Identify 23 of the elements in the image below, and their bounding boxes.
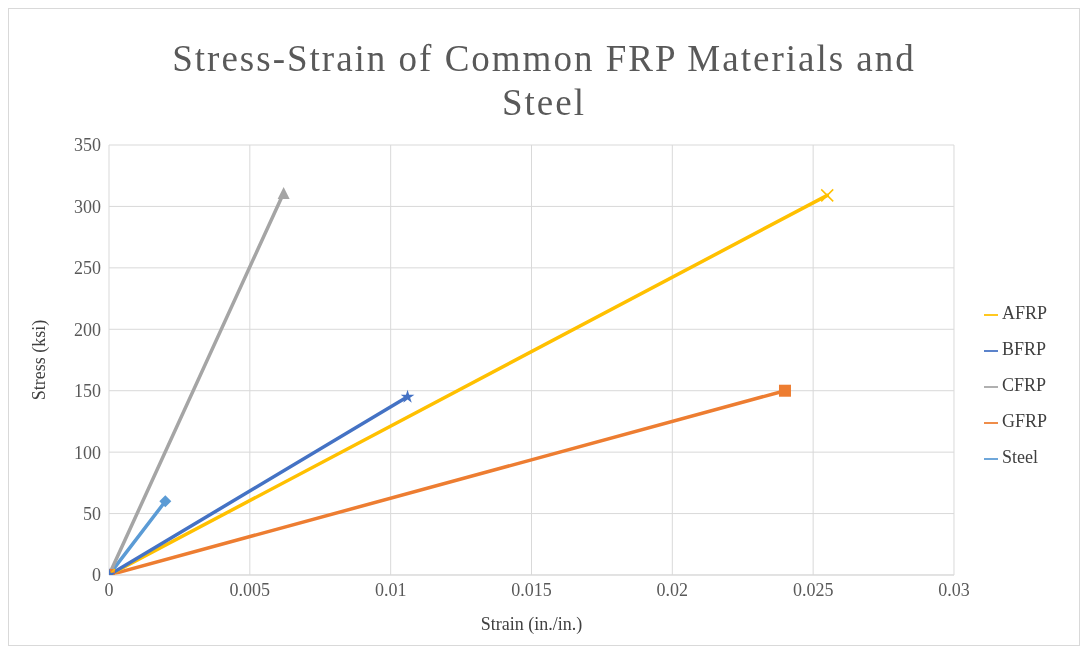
y-tick-label: 100 — [74, 442, 101, 463]
y-tick-label: 200 — [74, 319, 101, 340]
x-tick-label: 0 — [104, 579, 114, 600]
x-tick-label: 0.02 — [656, 579, 689, 600]
legend-label: Steel — [1001, 447, 1038, 467]
x-tick-label: 0.025 — [792, 579, 834, 600]
legend-label: BFRP — [1001, 339, 1047, 359]
x-tick-label: 0.005 — [229, 579, 271, 600]
x-axis-title: Strain (in./in.) — [480, 614, 583, 635]
y-tick-label: 50 — [83, 503, 101, 524]
y-tick-label: 150 — [74, 381, 101, 402]
legend-label: CFRP — [1001, 375, 1047, 395]
x-tick-label: 0.01 — [374, 579, 407, 600]
y-tick-label: 300 — [74, 196, 101, 217]
chart-title: Stress-Strain of Common FRP Materials and Steel — [171, 37, 917, 125]
legend-label: AFRP — [1001, 303, 1047, 323]
legend-label: GFRP — [1001, 411, 1047, 431]
y-axis-title: Stress (ksi) — [29, 319, 51, 401]
y-tick-label: 350 — [74, 135, 101, 156]
y-tick-label: 250 — [74, 258, 101, 279]
x-tick-label: 0.015 — [511, 579, 552, 600]
y-tick-label: 0 — [92, 565, 101, 586]
x-tick-label: 0.03 — [938, 579, 970, 600]
